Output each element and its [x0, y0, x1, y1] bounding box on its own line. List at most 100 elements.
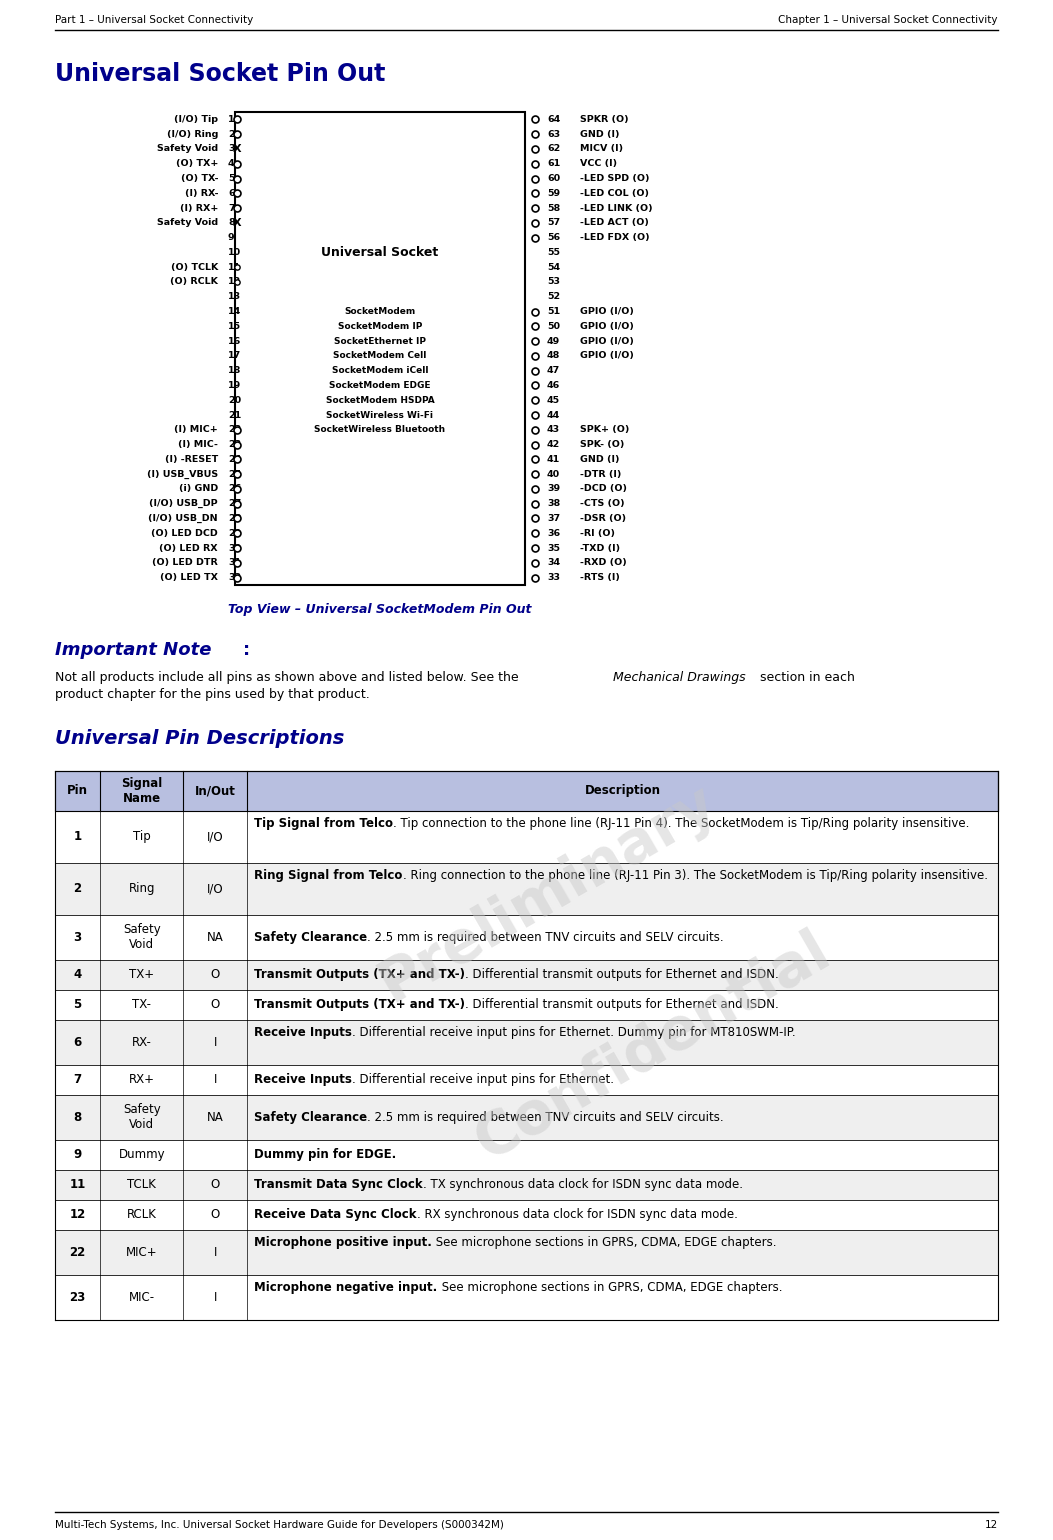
- Text: 55: 55: [547, 248, 560, 257]
- Text: (O) RCLK: (O) RCLK: [171, 277, 218, 286]
- Text: Important Note: Important Note: [55, 641, 212, 659]
- Bar: [55, 1200, 998, 1230]
- Text: Receive Inputs: Receive Inputs: [255, 1073, 353, 1087]
- Text: (I) -RESET: (I) -RESET: [164, 454, 218, 464]
- Text: Description: Description: [584, 784, 660, 798]
- Text: 39: 39: [547, 485, 560, 493]
- Text: (I) RX-: (I) RX-: [184, 189, 218, 197]
- Text: 11: 11: [229, 263, 241, 271]
- Text: 61: 61: [547, 159, 560, 168]
- Text: -LED FDX (O): -LED FDX (O): [580, 233, 650, 242]
- Text: (I/O) USB_DP: (I/O) USB_DP: [150, 499, 218, 508]
- Text: 26: 26: [229, 485, 241, 493]
- Text: SocketModem iCell: SocketModem iCell: [332, 367, 429, 376]
- Text: 31: 31: [229, 559, 241, 567]
- Text: GPIO (I/O): GPIO (I/O): [580, 322, 634, 331]
- Text: 33: 33: [547, 573, 560, 582]
- Bar: [55, 990, 998, 1019]
- Text: 37: 37: [547, 514, 560, 524]
- Text: 25: 25: [229, 470, 241, 479]
- Text: GND (I): GND (I): [580, 129, 619, 139]
- Text: SPKR (O): SPKR (O): [580, 116, 629, 123]
- Bar: [55, 1170, 998, 1200]
- Text: GPIO (I/O): GPIO (I/O): [580, 337, 634, 345]
- Text: 56: 56: [547, 233, 560, 242]
- Text: (O) LED TX: (O) LED TX: [160, 573, 218, 582]
- Text: 7: 7: [229, 203, 235, 213]
- Text: Top View – Universal SocketModem Pin Out: Top View – Universal SocketModem Pin Out: [229, 604, 532, 616]
- Text: TCLK: TCLK: [127, 1178, 156, 1192]
- Text: -DTR (I): -DTR (I): [580, 470, 621, 479]
- Text: 3: 3: [229, 145, 235, 154]
- Text: 8: 8: [229, 219, 235, 228]
- Text: Safety Clearance: Safety Clearance: [255, 932, 367, 944]
- Text: 5: 5: [74, 998, 82, 1012]
- Text: 63: 63: [547, 129, 560, 139]
- Text: SocketWireless Wi-Fi: SocketWireless Wi-Fi: [326, 411, 434, 419]
- Text: 21: 21: [229, 411, 241, 419]
- Text: 34: 34: [547, 559, 560, 567]
- Text: 23: 23: [69, 1291, 85, 1304]
- Text: 53: 53: [547, 277, 560, 286]
- Text: (I) MIC-: (I) MIC-: [178, 440, 218, 450]
- Text: 14: 14: [229, 306, 241, 316]
- Text: 22: 22: [229, 425, 241, 434]
- Text: 10: 10: [229, 248, 241, 257]
- Text: . Differential receive input pins for Ethernet. Dummy pin for MT810SWM-IP.: . Differential receive input pins for Et…: [353, 1026, 796, 1040]
- Text: (I) USB_VBUS: (I) USB_VBUS: [146, 470, 218, 479]
- Text: Confidential: Confidential: [465, 922, 840, 1172]
- Text: 19: 19: [229, 380, 241, 390]
- Text: -RTS (I): -RTS (I): [580, 573, 620, 582]
- Text: . Differential receive input pins for Ethernet.: . Differential receive input pins for Et…: [353, 1073, 614, 1087]
- Text: 59: 59: [547, 189, 560, 197]
- Text: 64: 64: [547, 116, 560, 123]
- Text: 45: 45: [547, 396, 560, 405]
- Text: 12: 12: [69, 1209, 85, 1221]
- Text: (O) TX+: (O) TX+: [176, 159, 218, 168]
- Text: 9: 9: [74, 1149, 82, 1161]
- Text: 12: 12: [229, 277, 241, 286]
- Text: 42: 42: [547, 440, 560, 450]
- Text: NA: NA: [207, 1110, 223, 1124]
- Text: (O) LED RX: (O) LED RX: [159, 544, 218, 553]
- Text: 27: 27: [229, 499, 241, 508]
- Text: SocketModem: SocketModem: [344, 306, 416, 316]
- Text: . Tip connection to the phone line (RJ-11 Pin 4). The SocketModem is Tip/Ring po: . Tip connection to the phone line (RJ-1…: [394, 818, 970, 830]
- Text: 49: 49: [547, 337, 560, 345]
- Bar: [55, 862, 998, 915]
- Text: Receive Inputs: Receive Inputs: [255, 1026, 353, 1040]
- Text: 36: 36: [547, 528, 560, 537]
- Text: SPK+ (O): SPK+ (O): [580, 425, 630, 434]
- Text: 9: 9: [229, 233, 235, 242]
- Text: 46: 46: [547, 380, 560, 390]
- Text: -LED LINK (O): -LED LINK (O): [580, 203, 653, 213]
- Text: 41: 41: [547, 454, 560, 464]
- Text: . 2.5 mm is required between TNV circuits and SELV circuits.: . 2.5 mm is required between TNV circuit…: [367, 932, 724, 944]
- Text: 2: 2: [74, 882, 82, 895]
- Text: Dummy: Dummy: [118, 1149, 165, 1161]
- Text: . Differential transmit outputs for Ethernet and ISDN.: . Differential transmit outputs for Ethe…: [465, 998, 779, 1012]
- Text: 43: 43: [547, 425, 560, 434]
- Text: NA: NA: [207, 932, 223, 944]
- Text: 38: 38: [547, 499, 560, 508]
- Text: 4: 4: [229, 159, 235, 168]
- Bar: [55, 812, 998, 862]
- Text: 51: 51: [547, 306, 560, 316]
- Text: O: O: [211, 1178, 220, 1192]
- Text: I: I: [214, 1036, 217, 1049]
- Text: -RI (O): -RI (O): [580, 528, 615, 537]
- Text: 17: 17: [229, 351, 241, 360]
- Bar: [235, 112, 525, 585]
- Text: 6: 6: [74, 1036, 82, 1049]
- Text: See microphone sections in GPRS, CDMA, EDGE chapters.: See microphone sections in GPRS, CDMA, E…: [438, 1281, 782, 1294]
- Bar: [55, 959, 998, 990]
- Text: -LED ACT (O): -LED ACT (O): [580, 219, 649, 228]
- Text: (I/O) Ring: (I/O) Ring: [166, 129, 218, 139]
- Text: (O) LED DCD: (O) LED DCD: [152, 528, 218, 537]
- Text: TX+: TX+: [130, 969, 155, 981]
- Text: Universal Pin Descriptions: Universal Pin Descriptions: [55, 728, 344, 748]
- Text: 16: 16: [229, 337, 241, 345]
- Text: SocketEthernet IP: SocketEthernet IP: [334, 337, 426, 345]
- Text: 4: 4: [74, 969, 82, 981]
- Text: 1: 1: [229, 116, 235, 123]
